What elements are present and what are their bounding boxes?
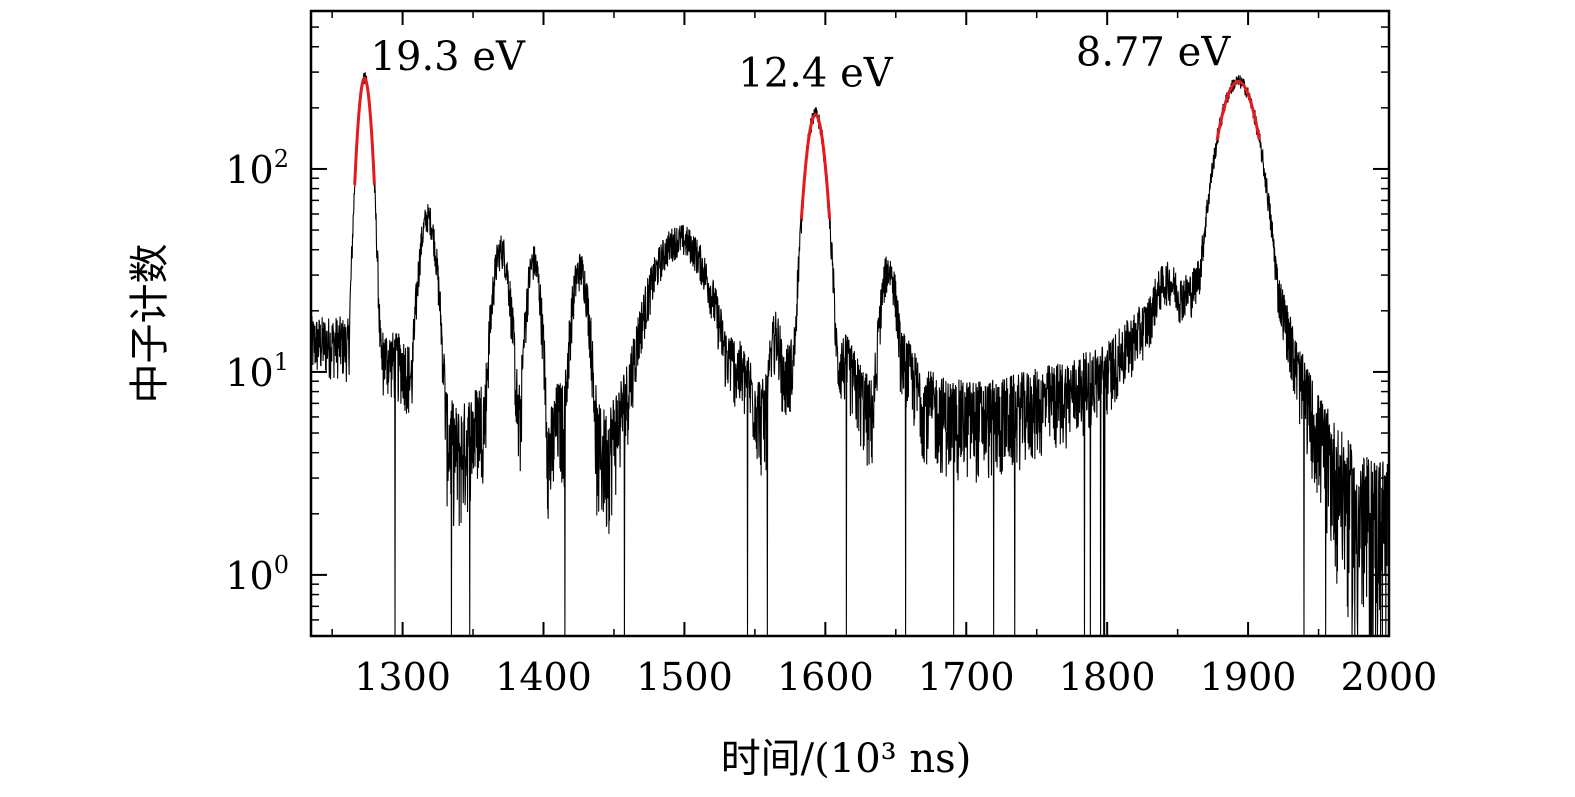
axes-layer: 1300 1400 1500 1600 1700 1800 1900 2000 100 101 10… xyxy=(225,9,1438,699)
series-layer xyxy=(310,72,1390,637)
spectrum-line xyxy=(310,72,1390,637)
x-tick-label-1600: 1600 xyxy=(777,655,874,699)
x-tick-label-2000: 2000 xyxy=(1341,655,1438,699)
plot-frame xyxy=(309,9,1391,638)
annotations: 19.3 eV 12.4 eV 8.77 eV xyxy=(371,29,1232,96)
fit-curve-3 xyxy=(1215,79,1261,141)
peak-label-1: 19.3 eV xyxy=(371,34,526,80)
fit-curve-2 xyxy=(799,113,832,220)
y-tick-label-1: 101 xyxy=(225,348,289,395)
x-tick-label-1400: 1400 xyxy=(495,655,592,699)
x-tick-label-1300: 1300 xyxy=(354,655,451,699)
y-tick-label-2: 102 xyxy=(225,145,289,192)
fit-curve-1 xyxy=(353,76,376,185)
x-tick-label-1700: 1700 xyxy=(918,655,1015,699)
x-tick-label-1500: 1500 xyxy=(636,655,733,699)
x-tick-label-1900: 1900 xyxy=(1200,655,1297,699)
x-axis-title: 时间/(10³ ns) xyxy=(721,736,972,782)
peak-label-2: 12.4 eV xyxy=(738,51,893,97)
x-tick-label-1800: 1800 xyxy=(1059,655,1156,699)
peak-label-3: 8.77 eV xyxy=(1076,29,1231,75)
y-axis-title: 中子计数 xyxy=(127,244,173,404)
y-tick-label-0: 100 xyxy=(225,551,289,598)
